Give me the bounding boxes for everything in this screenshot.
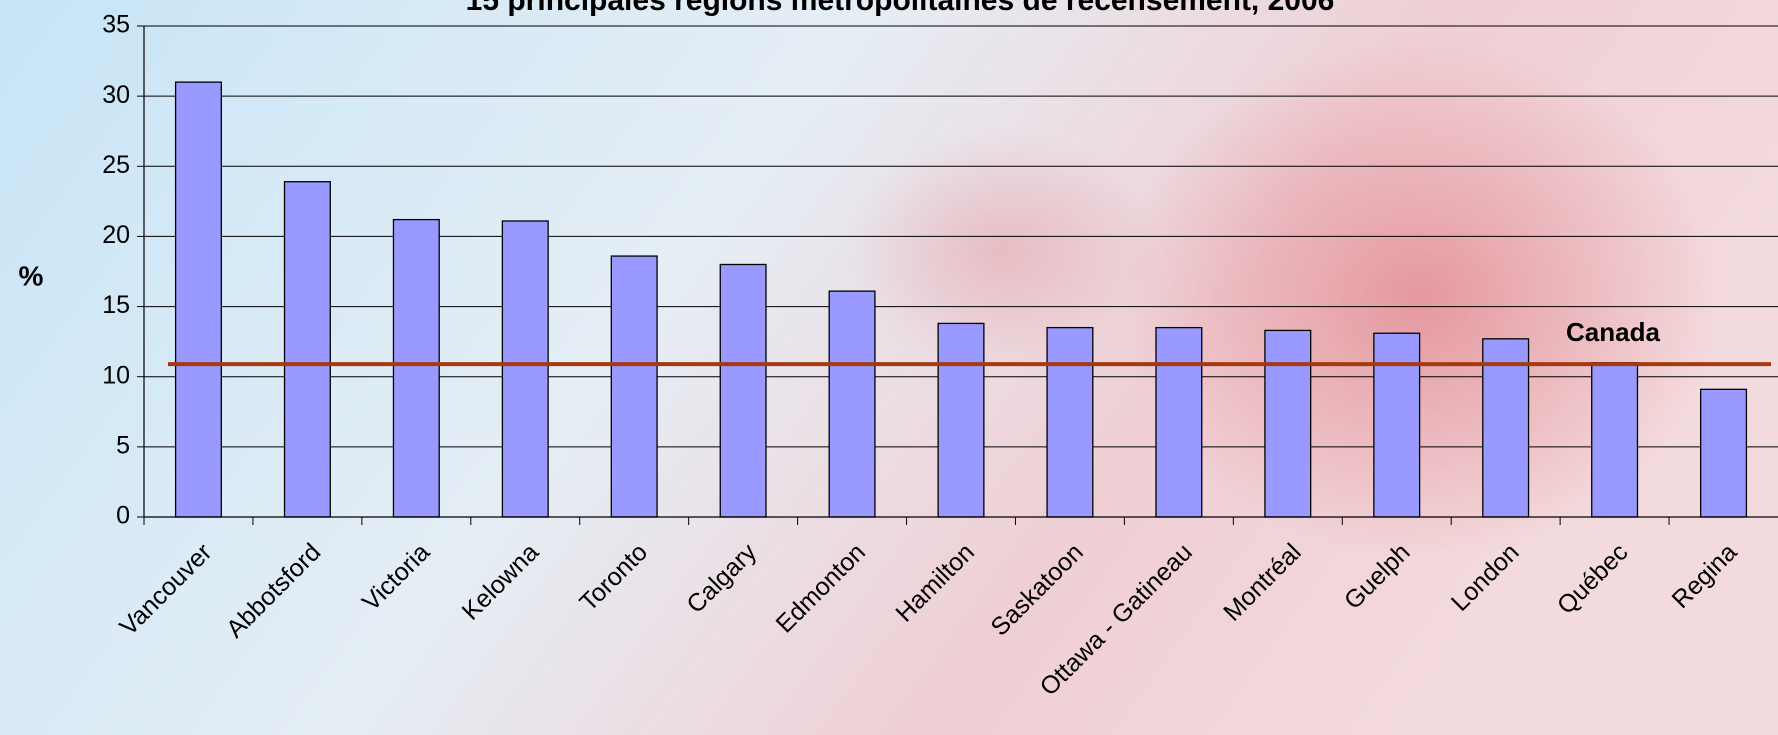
bar <box>174 81 222 518</box>
bar <box>1591 362 1639 518</box>
y-tick-label: 25 <box>102 151 130 179</box>
y-tick-label: 10 <box>102 361 130 389</box>
bar <box>937 322 985 518</box>
bar <box>719 263 767 518</box>
y-tick-label: 0 <box>116 502 130 530</box>
bar <box>1155 326 1203 518</box>
y-tick-label: 15 <box>102 291 130 319</box>
reference-label: Canada <box>1566 317 1660 347</box>
chart-title: 15 principales régions métropolitaines d… <box>466 0 1335 17</box>
bar <box>283 181 331 518</box>
bar <box>501 220 549 518</box>
bar <box>610 255 658 518</box>
y-axis-label: % <box>19 260 44 291</box>
bar <box>392 218 440 518</box>
background-leaf <box>840 130 1160 370</box>
bar <box>828 290 876 518</box>
bar <box>1700 388 1748 518</box>
y-tick-label: 35 <box>102 11 130 39</box>
y-tick-label: 30 <box>102 81 130 109</box>
bar <box>1373 332 1421 518</box>
y-tick-label: 5 <box>116 431 130 459</box>
bar <box>1264 329 1312 518</box>
bar <box>1482 338 1530 518</box>
bar <box>1046 326 1094 518</box>
y-tick-label: 20 <box>102 221 130 249</box>
